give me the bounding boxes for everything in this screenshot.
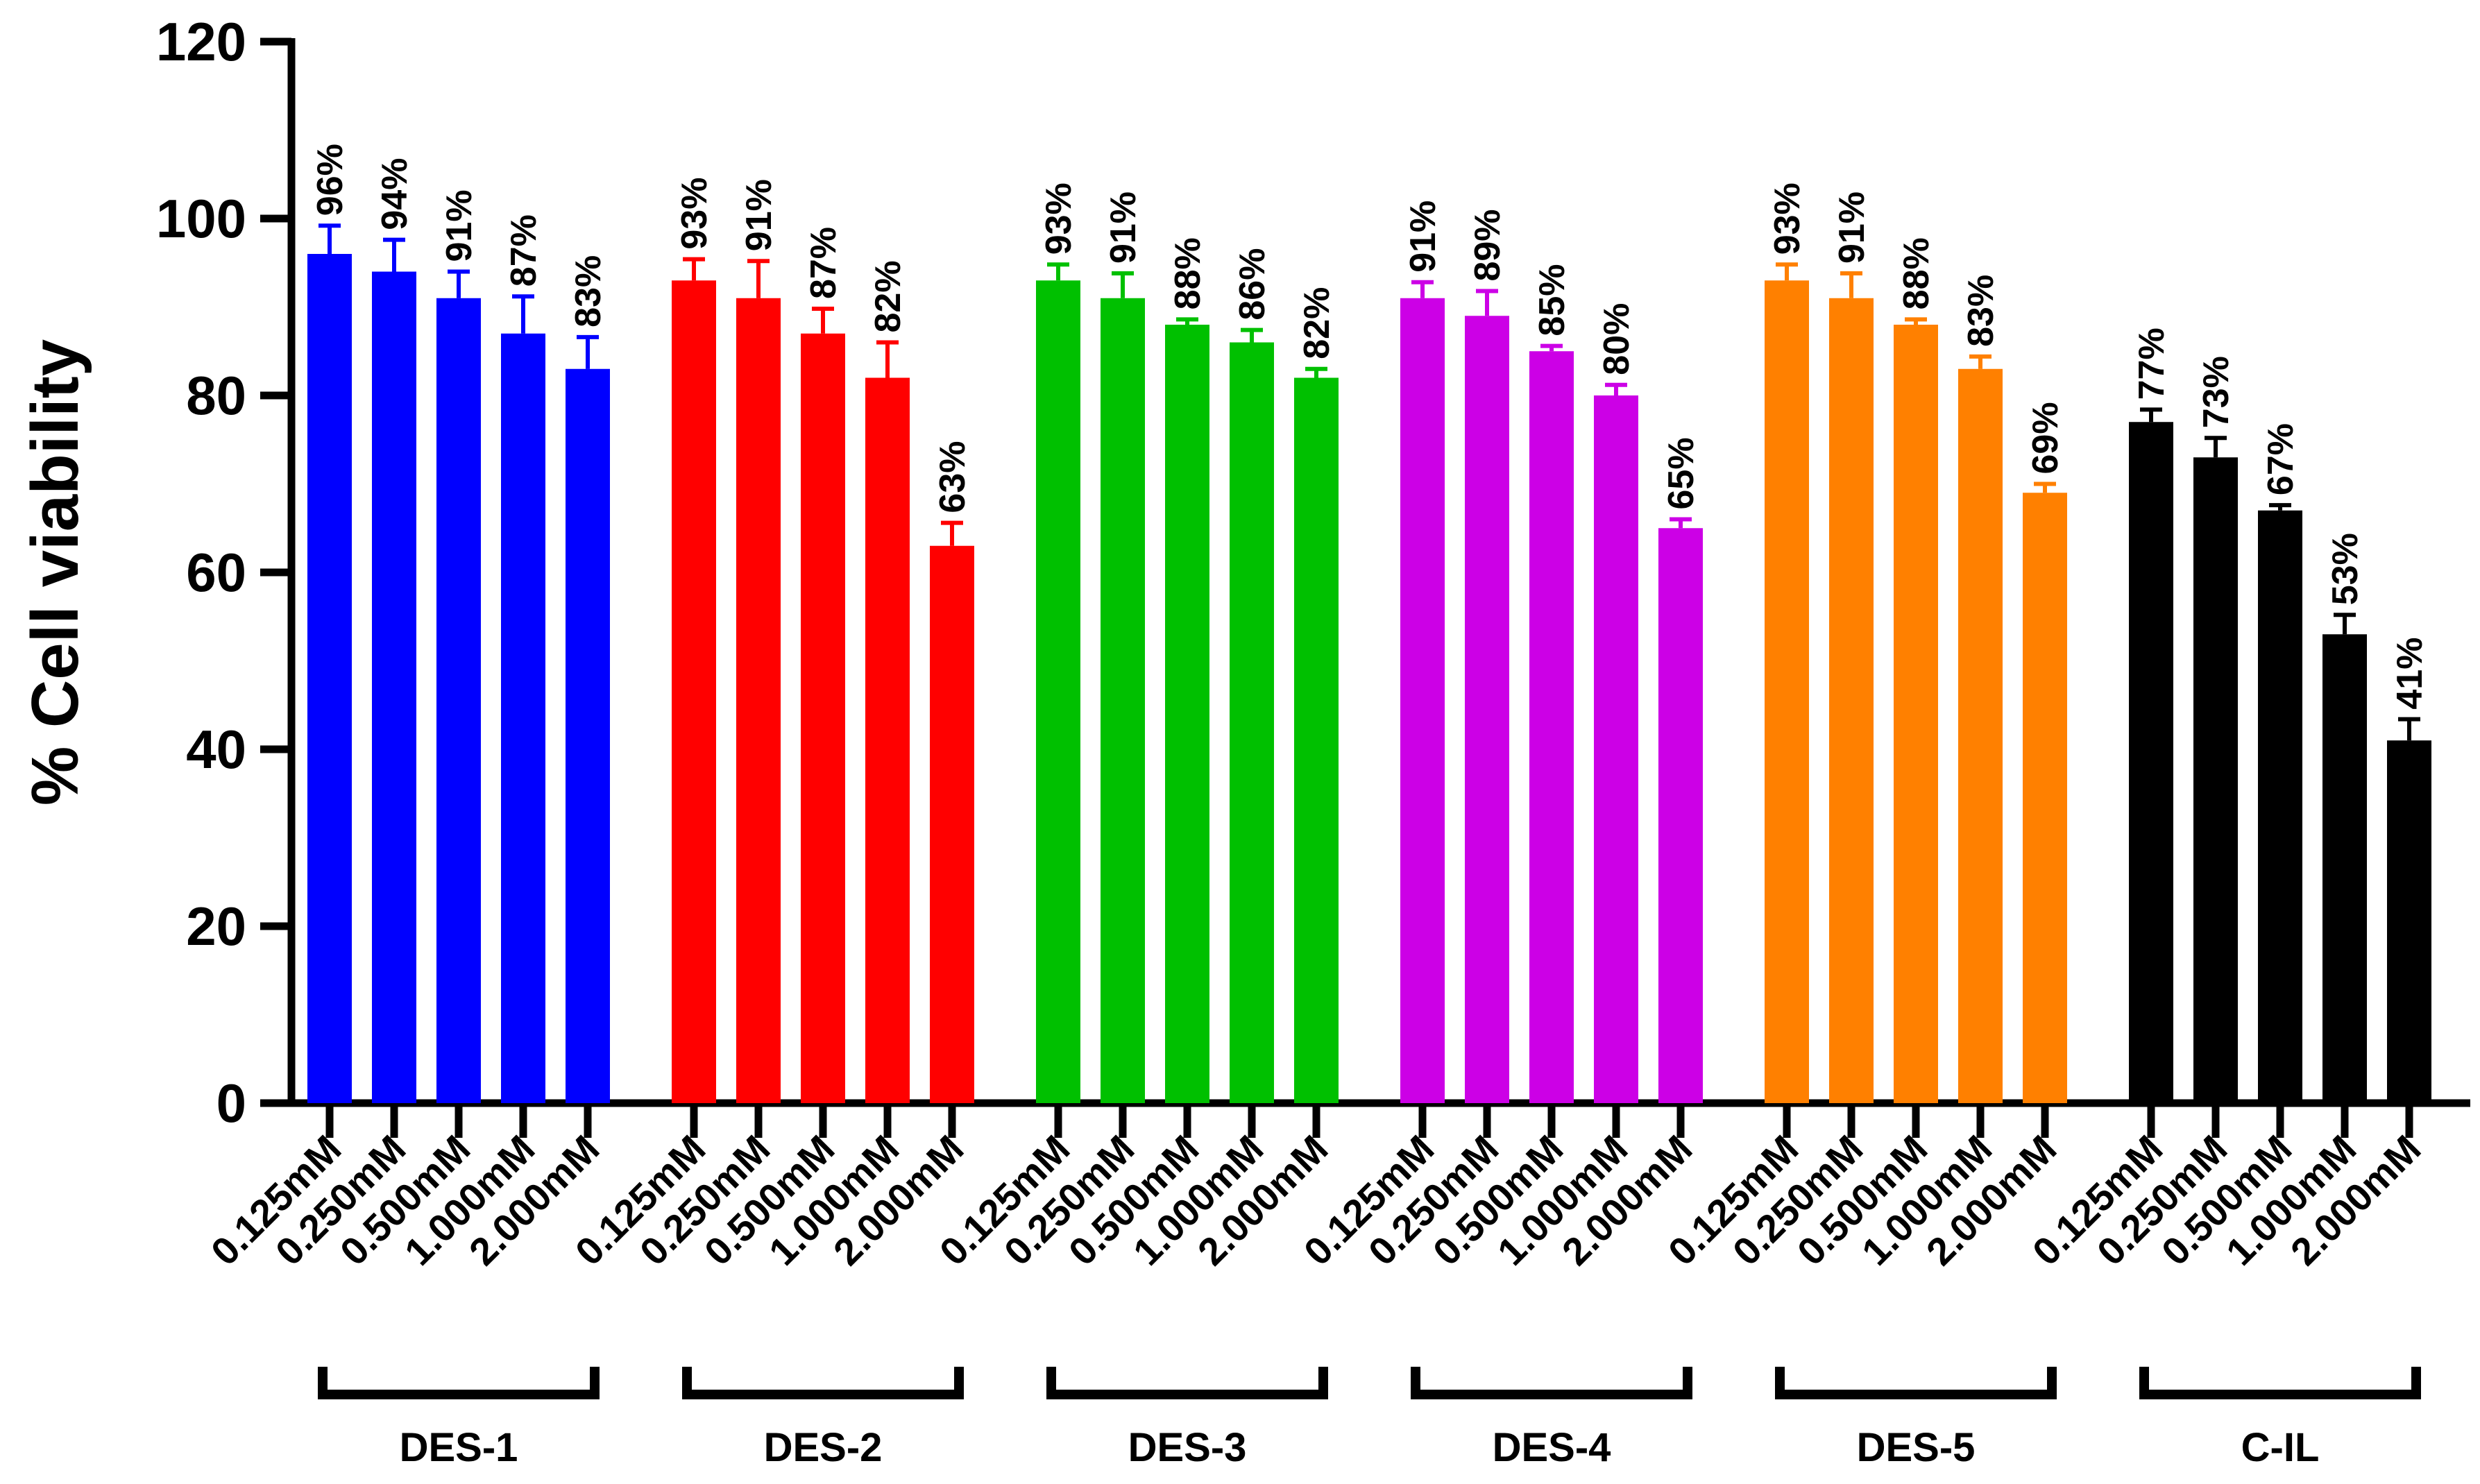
y-tick-label: 20 bbox=[186, 896, 246, 957]
data-label: 77% bbox=[2132, 327, 2172, 400]
bar bbox=[1529, 351, 1574, 1103]
data-label: 82% bbox=[868, 260, 908, 332]
bar bbox=[436, 298, 481, 1103]
y-tick-label: 120 bbox=[156, 11, 246, 72]
bar bbox=[2023, 493, 2067, 1103]
data-label: 87% bbox=[504, 214, 544, 287]
bar bbox=[1036, 280, 1080, 1103]
data-label: 86% bbox=[1232, 248, 1273, 321]
data-label: 87% bbox=[804, 227, 844, 299]
bar bbox=[1101, 298, 1145, 1103]
data-label: 89% bbox=[1468, 209, 1508, 281]
data-label: 91% bbox=[1832, 191, 1872, 264]
group-label: C-IL bbox=[2241, 1425, 2320, 1470]
data-label: 88% bbox=[1896, 237, 1937, 309]
bar bbox=[2129, 422, 2173, 1103]
data-label: 94% bbox=[375, 158, 415, 230]
data-label: 80% bbox=[1597, 303, 1637, 375]
y-axis-title: % Cell viability bbox=[18, 339, 92, 805]
data-label: 91% bbox=[739, 179, 779, 251]
y-tick-label: 40 bbox=[186, 719, 246, 780]
bar bbox=[2322, 634, 2367, 1103]
data-label: 91% bbox=[1103, 191, 1144, 264]
x-tick-labels: 0.125mM0.250mM0.500mM1.000mM2.000mM0.125… bbox=[203, 1103, 2429, 1274]
data-label: 93% bbox=[674, 178, 715, 250]
bar bbox=[1594, 395, 1638, 1103]
data-label: 93% bbox=[1039, 182, 1079, 255]
data-label: 91% bbox=[1403, 201, 1443, 273]
data-label: 83% bbox=[568, 255, 609, 327]
data-label: 53% bbox=[2325, 533, 2366, 605]
bar bbox=[1829, 298, 1874, 1103]
data-label: 67% bbox=[2261, 423, 2301, 495]
group-label: DES-4 bbox=[1493, 1425, 1611, 1470]
group-label: DES-2 bbox=[764, 1425, 883, 1470]
data-label: 85% bbox=[1532, 264, 1572, 336]
data-label: 82% bbox=[1297, 287, 1337, 359]
data-label: 65% bbox=[1661, 437, 1701, 509]
bar bbox=[1894, 325, 1938, 1103]
group-bracket bbox=[1775, 1367, 2057, 1399]
y-tick-label: 100 bbox=[156, 188, 246, 249]
bar bbox=[501, 333, 545, 1103]
bar bbox=[1294, 377, 1339, 1103]
group-bracket bbox=[1046, 1367, 1328, 1399]
bar bbox=[1765, 280, 1809, 1103]
data-label: 73% bbox=[2196, 356, 2236, 428]
bar bbox=[307, 254, 352, 1103]
bar bbox=[801, 333, 845, 1103]
y-tick-label: 80 bbox=[186, 365, 246, 426]
bar bbox=[865, 377, 910, 1103]
bar bbox=[672, 280, 716, 1103]
bars: 96% 94% 91% 87% 83% 93% 91% 87% 82% 63% 93% 91% 88% 8… bbox=[307, 144, 2431, 1103]
bar bbox=[1230, 342, 1274, 1103]
bar bbox=[2258, 510, 2302, 1103]
axes: 0 20 40 60 80 100 120 % Cell viability bbox=[18, 11, 2470, 1134]
bar bbox=[2193, 457, 2238, 1103]
bar bbox=[1400, 298, 1445, 1103]
data-label: 96% bbox=[310, 144, 350, 216]
group-bracket bbox=[318, 1367, 600, 1399]
bar bbox=[1165, 325, 1209, 1103]
bar bbox=[736, 298, 781, 1103]
data-label: 41% bbox=[2390, 638, 2430, 710]
group-bracket bbox=[682, 1367, 964, 1399]
data-label: 63% bbox=[933, 441, 973, 513]
bar bbox=[1658, 528, 1703, 1103]
bar bbox=[1465, 316, 1509, 1103]
bar bbox=[372, 271, 416, 1103]
data-label: 91% bbox=[439, 189, 479, 262]
group-bracket bbox=[2139, 1367, 2421, 1399]
bar bbox=[2387, 740, 2431, 1103]
group-label: DES-3 bbox=[1128, 1425, 1247, 1470]
y-tick-label: 60 bbox=[186, 542, 246, 603]
bar bbox=[566, 368, 610, 1103]
group-label: DES-1 bbox=[400, 1425, 518, 1470]
bar bbox=[930, 545, 974, 1103]
bar bbox=[1958, 368, 2003, 1103]
data-label: 69% bbox=[2025, 402, 2066, 474]
data-label: 88% bbox=[1168, 237, 1208, 309]
group-brackets: DES-1 DES-2 DES-3 DES-4 DES-5 C-IL bbox=[318, 1367, 2421, 1470]
data-label: 83% bbox=[1961, 275, 2001, 347]
data-label: 93% bbox=[1767, 182, 1808, 255]
y-tick-label: 0 bbox=[216, 1073, 246, 1134]
group-bracket bbox=[1411, 1367, 1692, 1399]
group-label: DES-5 bbox=[1857, 1425, 1976, 1470]
